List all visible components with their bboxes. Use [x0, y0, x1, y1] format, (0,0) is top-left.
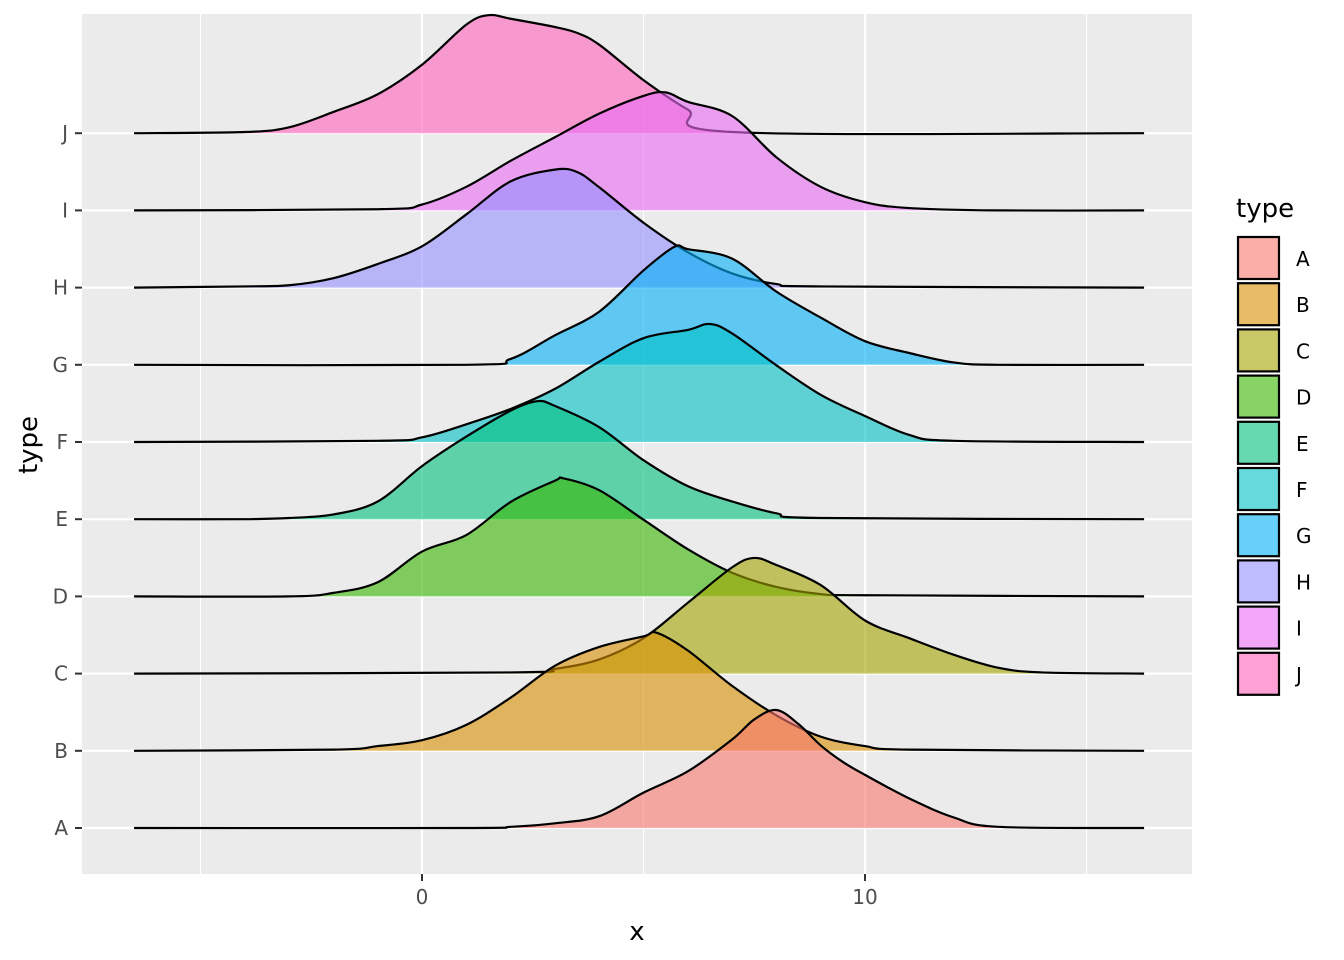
ridge-area-E — [134, 400, 1145, 520]
ridge-area-J — [134, 14, 1145, 135]
legend-label: G — [1296, 524, 1312, 548]
ridge-F — [134, 322, 1145, 444]
legend-key-I — [1236, 605, 1281, 650]
ridge-line-F — [134, 322, 1145, 444]
legend-label: C — [1296, 339, 1310, 363]
y-tick-label: F — [56, 430, 68, 454]
y-axis: A B C D E F G H I J — [53, 121, 82, 840]
legend-key-J — [1236, 651, 1281, 696]
ridge-line-I — [134, 90, 1145, 212]
legend-label: I — [1296, 617, 1302, 641]
x-axis-title: x — [629, 917, 644, 947]
ridge-area-B — [134, 632, 1145, 751]
legend-label: D — [1296, 386, 1311, 410]
legend-key-E — [1236, 420, 1281, 465]
ridge-line-B — [134, 630, 1145, 752]
legend-key-A — [1236, 235, 1281, 281]
y-tick-label: G — [53, 353, 69, 377]
ridge-line-E — [134, 399, 1145, 521]
y-tick-label: I — [62, 198, 68, 222]
legend-key-G — [1236, 513, 1281, 558]
y-tick-label: B — [54, 739, 68, 763]
y-tick-label: A — [54, 816, 68, 840]
legend-key-H — [1236, 559, 1281, 604]
legend-label: E — [1296, 432, 1309, 456]
y-tick-label: C — [54, 662, 68, 686]
ridge-area-H — [134, 168, 1145, 288]
ridge-B — [134, 630, 1145, 752]
ridge-line-A — [134, 708, 1145, 830]
ridge-area-D — [134, 477, 1145, 597]
ridge-H — [134, 167, 1145, 289]
y-tick-label: J — [60, 121, 68, 145]
y-tick-label: H — [53, 276, 68, 300]
ridges — [134, 13, 1145, 830]
legend-title: type — [1236, 194, 1294, 224]
ridge-area-C — [134, 557, 1145, 674]
legend-key-C — [1236, 328, 1281, 373]
legend-key-F — [1236, 466, 1281, 512]
x-tick-label: 10 — [852, 885, 877, 909]
legend-key-B — [1236, 282, 1281, 327]
ridge-line-H — [134, 167, 1145, 289]
legend-label: F — [1296, 478, 1308, 502]
ridge-I — [134, 90, 1145, 212]
legend-key-D — [1236, 374, 1281, 419]
legend-label: J — [1294, 663, 1302, 687]
legend-label: H — [1296, 570, 1311, 594]
y-axis-title: type — [14, 416, 44, 474]
ridge-area-A — [134, 709, 1145, 829]
ridge-line-G — [134, 244, 1145, 367]
x-tick-label: 0 — [416, 885, 429, 909]
ridge-area-F — [134, 323, 1145, 442]
y-tick-label: D — [53, 584, 68, 608]
legend-label: B — [1296, 293, 1310, 317]
ridge-A — [134, 708, 1145, 830]
ridge-G — [134, 244, 1145, 367]
ridge-area-G — [134, 245, 1145, 366]
x-axis: 0 10 — [416, 874, 878, 909]
ridge-area-I — [134, 92, 1145, 211]
y-tick-label: E — [55, 507, 68, 531]
ridge-E — [134, 399, 1145, 521]
legend-label: A — [1296, 247, 1310, 271]
